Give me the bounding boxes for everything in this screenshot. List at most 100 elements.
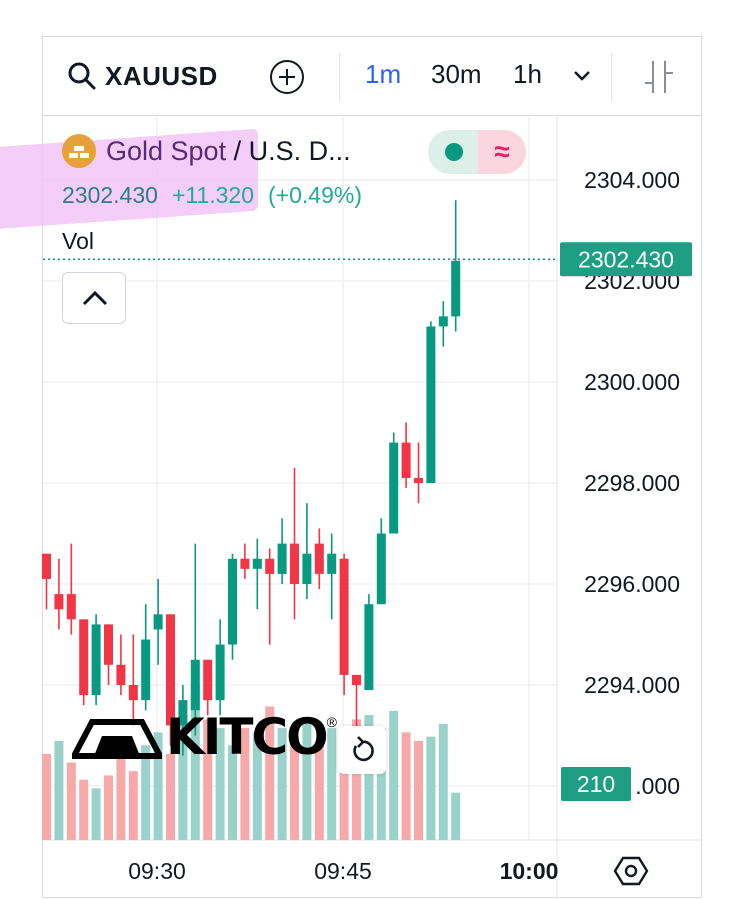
market-open-dot-icon xyxy=(445,143,463,161)
candle-body xyxy=(401,442,411,478)
volume-bar xyxy=(91,788,101,840)
candle-body xyxy=(116,664,126,685)
reset-chart-button[interactable] xyxy=(338,726,386,774)
candle-body xyxy=(426,326,436,483)
market-status-button[interactable] xyxy=(428,130,478,174)
volume-bar xyxy=(203,719,213,840)
volume-bar xyxy=(376,728,386,840)
gold-bars-icon xyxy=(62,134,96,168)
timeframe-30m-button[interactable]: 30m xyxy=(431,59,482,89)
volume-bar xyxy=(228,745,237,840)
volume-value-badge xyxy=(561,767,631,801)
price-tick-label: 2296.000 xyxy=(584,571,680,597)
legend-symbol-name: Gold Spot xyxy=(106,135,227,166)
volume-bar xyxy=(265,706,275,840)
candle-body xyxy=(240,558,250,569)
volume-bar xyxy=(66,762,76,840)
volume-bar xyxy=(414,740,423,840)
candle-body xyxy=(178,700,188,726)
candle-body xyxy=(203,659,213,701)
volume-bar xyxy=(290,736,299,840)
wave-icon[interactable]: ≈ xyxy=(478,130,526,174)
candle-body xyxy=(166,614,175,726)
volume-bar xyxy=(327,728,337,840)
price-tick-label: 2304.000 xyxy=(584,167,680,193)
candle-body xyxy=(104,624,113,665)
volume-bar xyxy=(79,779,89,840)
volume-bar xyxy=(240,728,250,840)
candle-body xyxy=(339,558,349,675)
timeframe-1h-button[interactable]: 1h xyxy=(513,59,542,89)
volume-bar xyxy=(166,753,175,840)
last-price-badge xyxy=(560,242,692,277)
timeframe-1m-button[interactable]: 1m xyxy=(365,59,402,89)
volume-legend-label: Vol xyxy=(62,228,94,254)
volume-bar xyxy=(389,710,399,840)
collapse-legend-button[interactable] xyxy=(62,272,126,324)
legend-symbol-desc: / U.S. D... xyxy=(226,135,351,166)
candle-body xyxy=(91,624,101,696)
price-tick-label: 2294.000 xyxy=(584,672,680,698)
search-icon xyxy=(68,62,96,90)
volume-bar xyxy=(190,685,200,840)
volume-bar xyxy=(252,732,262,840)
candle-body xyxy=(228,558,237,645)
kitco-logo-icon xyxy=(72,719,162,759)
volume-bar xyxy=(352,719,361,840)
candle-body xyxy=(376,533,386,605)
kitco-watermark: KITCO ® xyxy=(72,708,337,766)
volume-bar xyxy=(426,736,436,840)
candle-body xyxy=(314,543,324,574)
price-tick-label: 2300.000 xyxy=(584,369,680,395)
candle-body xyxy=(290,543,299,584)
volume-bar xyxy=(401,732,411,840)
settings-icon[interactable] xyxy=(612,852,650,890)
volume-bar xyxy=(277,728,287,840)
volume-bar xyxy=(104,775,113,840)
legend-values: 2302.430 +11.320 (+0.49%) xyxy=(62,182,362,209)
rotate-ccw-icon xyxy=(353,736,374,762)
last-price-badge-label: 2302.430 xyxy=(578,246,674,272)
candle-body xyxy=(451,260,461,317)
volume-bar xyxy=(438,723,448,840)
candle-body xyxy=(128,685,138,701)
candles-chart-type-icon[interactable] xyxy=(641,59,677,95)
volume-bar xyxy=(314,745,324,840)
symbol-search[interactable]: XAUUSD xyxy=(67,61,218,92)
candle-body xyxy=(141,639,151,701)
toolbar-divider xyxy=(611,53,612,101)
legend-change-pct: (+0.49%) xyxy=(268,182,362,208)
legend-title[interactable]: Gold Spot / U.S. D... xyxy=(62,134,351,168)
price-tick-label: .000 xyxy=(635,773,680,799)
indicator-toggle-pill[interactable]: ≈ xyxy=(428,130,526,174)
chevron-up-icon xyxy=(82,290,108,306)
candle-body xyxy=(389,442,399,534)
chevron-down-icon[interactable] xyxy=(571,65,593,87)
legend-last-price: 2302.430 xyxy=(62,182,158,208)
candle-body xyxy=(190,659,200,711)
candle-body xyxy=(277,543,287,574)
candle-body xyxy=(79,619,89,696)
registered-mark-icon: ® xyxy=(326,714,337,730)
time-tick-label: 09:45 xyxy=(314,858,372,884)
candle-body xyxy=(54,594,64,610)
chart-toolbar: XAUUSD 1m 30m 1h xyxy=(42,36,702,116)
candle-body xyxy=(364,604,374,691)
candle-body xyxy=(327,553,337,574)
symbol-name: XAUUSD xyxy=(105,60,218,91)
candle-body xyxy=(265,558,275,574)
volume-bar xyxy=(153,732,163,840)
volume-value-badge-label: 210 xyxy=(577,771,615,797)
volume-bar xyxy=(178,715,188,840)
volume-bar xyxy=(302,719,312,840)
volume-bar xyxy=(364,715,374,840)
candle-body xyxy=(302,553,312,584)
time-tick-label: 10:00 xyxy=(500,858,559,884)
compare-add-button[interactable] xyxy=(269,59,305,95)
toolbar-divider xyxy=(339,53,340,101)
kitco-wordmark: KITCO xyxy=(166,708,329,766)
candle-body xyxy=(153,614,163,630)
price-tick-label: 2298.000 xyxy=(584,470,680,496)
volume-bar xyxy=(116,753,126,840)
